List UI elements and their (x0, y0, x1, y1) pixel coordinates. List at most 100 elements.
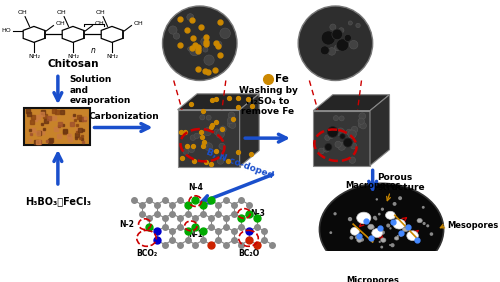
Text: N-2: N-2 (120, 220, 134, 229)
Circle shape (348, 21, 352, 25)
Text: H₃BO₃、FeCl₃: H₃BO₃、FeCl₃ (25, 196, 91, 206)
Circle shape (378, 262, 380, 265)
Polygon shape (178, 110, 240, 166)
Ellipse shape (356, 212, 371, 224)
Circle shape (356, 23, 360, 28)
Circle shape (381, 208, 384, 211)
Circle shape (228, 112, 235, 119)
Circle shape (328, 127, 338, 137)
Circle shape (320, 46, 329, 55)
Circle shape (399, 225, 402, 228)
Circle shape (328, 48, 336, 55)
Circle shape (187, 14, 194, 21)
Circle shape (422, 206, 424, 209)
Text: NH₂: NH₂ (67, 54, 79, 59)
Circle shape (214, 129, 220, 135)
Circle shape (410, 236, 413, 239)
Circle shape (321, 31, 336, 45)
Circle shape (399, 233, 402, 237)
Circle shape (219, 143, 225, 149)
Text: Chitosan: Chitosan (47, 59, 98, 69)
Circle shape (358, 118, 364, 124)
Text: Carbonization: Carbonization (88, 112, 159, 121)
Circle shape (398, 196, 402, 200)
Circle shape (200, 115, 205, 120)
Text: OH: OH (96, 10, 106, 15)
Circle shape (376, 198, 378, 201)
Ellipse shape (402, 227, 408, 232)
Circle shape (202, 141, 208, 148)
Circle shape (335, 141, 342, 147)
Circle shape (350, 143, 356, 149)
Ellipse shape (417, 218, 422, 223)
Circle shape (359, 113, 366, 120)
Circle shape (174, 33, 180, 39)
Circle shape (324, 146, 329, 152)
Circle shape (389, 244, 391, 246)
Circle shape (350, 40, 358, 49)
Circle shape (169, 26, 177, 34)
Circle shape (298, 6, 372, 80)
Circle shape (430, 232, 433, 236)
Circle shape (348, 217, 352, 221)
Circle shape (230, 122, 236, 129)
Text: Porous
structure: Porous structure (377, 173, 424, 192)
Circle shape (355, 235, 359, 239)
Text: NH₂: NH₂ (28, 54, 40, 59)
Circle shape (373, 216, 376, 220)
Circle shape (228, 122, 234, 127)
Polygon shape (314, 111, 370, 166)
Ellipse shape (407, 231, 418, 241)
Circle shape (378, 213, 380, 215)
Text: Solution
and
evaporation: Solution and evaporation (70, 75, 131, 105)
Circle shape (218, 158, 224, 164)
Text: BC₂O: BC₂O (238, 249, 259, 258)
Circle shape (380, 246, 383, 248)
Circle shape (204, 128, 212, 136)
Circle shape (378, 241, 381, 243)
Circle shape (360, 122, 366, 129)
Circle shape (188, 147, 194, 153)
Circle shape (338, 28, 344, 33)
Circle shape (389, 227, 392, 230)
Circle shape (339, 116, 344, 121)
Circle shape (390, 243, 394, 247)
Circle shape (162, 6, 237, 80)
Circle shape (344, 138, 352, 147)
Circle shape (328, 133, 334, 139)
Circle shape (220, 28, 230, 39)
Circle shape (348, 130, 356, 138)
Text: OH: OH (55, 21, 65, 26)
Circle shape (378, 233, 380, 236)
Text: OH: OH (18, 10, 28, 15)
Circle shape (324, 135, 330, 140)
Circle shape (215, 41, 222, 48)
Circle shape (330, 24, 336, 30)
Circle shape (318, 148, 324, 154)
Text: OH: OH (56, 10, 66, 15)
Ellipse shape (356, 238, 362, 242)
Circle shape (216, 130, 224, 138)
Circle shape (390, 216, 393, 219)
Ellipse shape (386, 211, 396, 219)
Circle shape (386, 224, 390, 228)
Circle shape (332, 29, 342, 40)
Circle shape (395, 219, 398, 221)
Text: Micropores: Micropores (346, 276, 399, 282)
Circle shape (334, 116, 338, 121)
Ellipse shape (368, 224, 374, 230)
Circle shape (334, 45, 340, 51)
Circle shape (206, 115, 211, 120)
Text: Washing by
H₂SO₄ to
remove Fe: Washing by H₂SO₄ to remove Fe (238, 86, 298, 116)
Ellipse shape (350, 227, 360, 235)
Circle shape (349, 157, 356, 163)
Circle shape (380, 227, 382, 230)
Circle shape (220, 126, 226, 133)
Text: HO: HO (1, 28, 11, 33)
Circle shape (351, 126, 358, 133)
Text: Macropores: Macropores (345, 180, 401, 190)
Circle shape (396, 235, 399, 237)
Text: BCO₂: BCO₂ (136, 249, 157, 258)
Circle shape (330, 231, 332, 234)
Text: N-1: N-1 (188, 230, 203, 239)
